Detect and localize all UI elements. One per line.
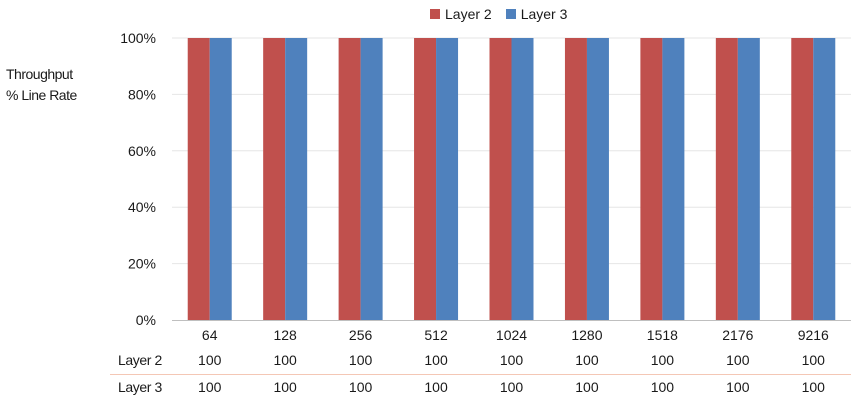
data-table-cell: 100 <box>802 352 826 368</box>
x-tick-label: 128 <box>273 327 297 343</box>
y-tick-label: 40% <box>128 199 156 215</box>
x-tick-label: 2176 <box>722 327 753 343</box>
bar-layer-2-2176 <box>715 38 738 320</box>
bar-layer-3-2176 <box>737 38 760 320</box>
data-table-cell: 100 <box>500 352 524 368</box>
bar-layer-2-64 <box>187 38 210 320</box>
data-table-cell: 100 <box>651 379 675 395</box>
y-axis-label-line-2: % Line Rate <box>6 87 77 103</box>
bar-layer-2-1280 <box>564 38 587 320</box>
bar-layer-3-512 <box>436 38 459 320</box>
x-tick-label: 1280 <box>571 327 602 343</box>
x-tick-label: 64 <box>202 327 218 343</box>
bar-layer-3-256 <box>360 38 383 320</box>
bar-layer-2-256 <box>338 38 361 320</box>
legend: Layer 2 Layer 3 <box>430 6 581 22</box>
data-table-cell: 100 <box>726 352 750 368</box>
x-tick-label: 512 <box>424 327 448 343</box>
y-tick-label: 0% <box>136 312 156 328</box>
data-table-row-label-layer-3: Layer 3 <box>118 379 162 395</box>
data-table-cell: 100 <box>500 379 524 395</box>
bar-layer-3-1024 <box>511 38 534 320</box>
data-table-cell: 100 <box>349 352 373 368</box>
data-table-cell: 100 <box>726 379 750 395</box>
x-tick-label: 9216 <box>798 327 829 343</box>
legend-swatch-layer-2 <box>430 9 440 19</box>
legend-label-layer-2: Layer 2 <box>445 6 492 22</box>
data-table-cell: 100 <box>198 379 222 395</box>
legend-label-layer-3: Layer 3 <box>520 6 568 22</box>
data-table-row-label-layer-2: Layer 2 <box>118 352 162 368</box>
legend-swatch-layer-3 <box>505 9 516 19</box>
bar-layer-2-9216 <box>791 38 814 320</box>
data-table-cell: 100 <box>273 352 297 368</box>
bar-layer-2-1518 <box>640 38 663 320</box>
legend-item-layer-2: Layer 2 <box>430 6 492 22</box>
x-tick-label: 1024 <box>496 327 527 343</box>
data-table-cell: 100 <box>651 352 675 368</box>
bar-layer-3-1280 <box>586 38 609 320</box>
data-table-cell: 100 <box>273 379 297 395</box>
y-tick-label: 100% <box>120 30 156 46</box>
data-table-cell: 100 <box>575 379 599 395</box>
data-table-cell: 100 <box>349 379 373 395</box>
bar-layer-2-1024 <box>489 38 512 320</box>
data-table-cell: 100 <box>802 379 826 395</box>
x-tick-label: 256 <box>349 327 373 343</box>
data-table-cell: 100 <box>575 352 599 368</box>
y-tick-label: 20% <box>128 256 156 272</box>
x-tick-label: 1518 <box>647 327 678 343</box>
legend-item-layer-3: Layer 3 <box>505 6 568 22</box>
bar-layer-2-512 <box>414 38 437 320</box>
bar-layer-3-9216 <box>813 38 836 320</box>
bar-layer-3-128 <box>285 38 308 320</box>
bar-layer-3-1518 <box>662 38 685 320</box>
data-table-cell: 100 <box>198 352 222 368</box>
bar-layer-2-128 <box>263 38 286 320</box>
data-table-cell: 100 <box>424 352 448 368</box>
data-table-cell: 100 <box>424 379 448 395</box>
y-tick-label: 60% <box>128 143 156 159</box>
bar-layer-3-64 <box>209 38 232 320</box>
y-axis-label-line-1: Throughput <box>6 66 73 82</box>
y-tick-label: 80% <box>128 86 156 102</box>
